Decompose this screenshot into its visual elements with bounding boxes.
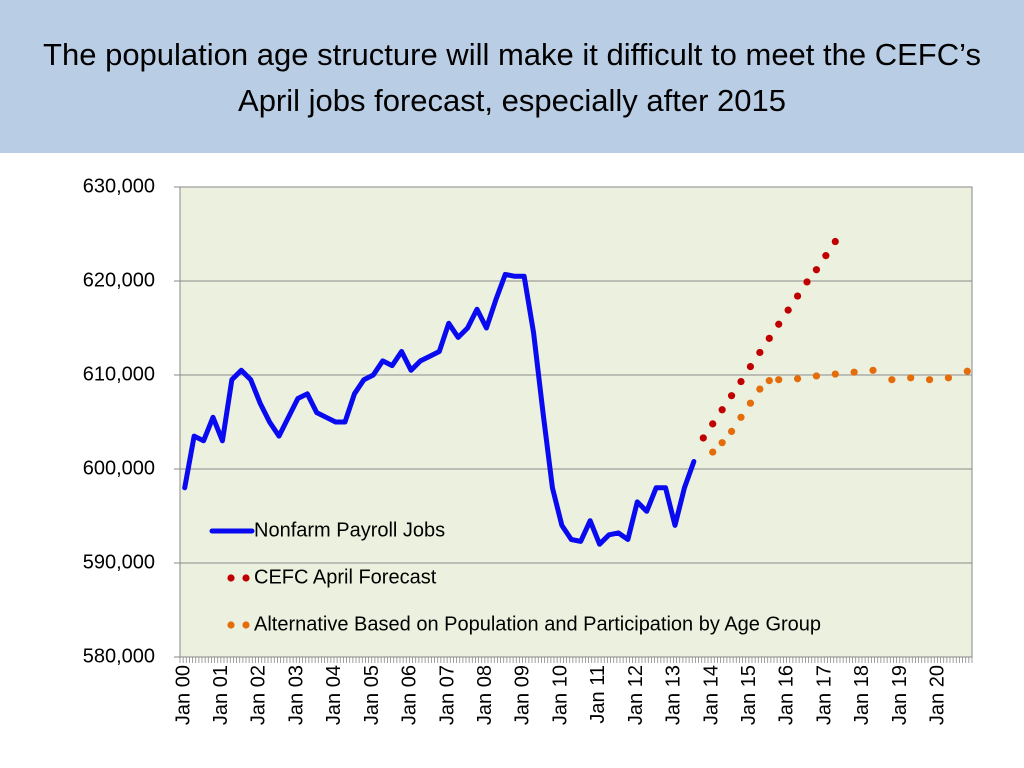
x-tick-label: Jan 09 <box>512 665 534 725</box>
forecast-dot <box>869 366 877 374</box>
forecast-dot <box>746 362 755 371</box>
x-tick-label: Jan 17 <box>813 665 835 725</box>
x-tick-label: Jan 05 <box>361 665 383 725</box>
forecast-dot <box>793 292 802 300</box>
x-tick-label: Jan 12 <box>625 665 647 725</box>
forecast-dot <box>746 399 755 407</box>
forecast-dot <box>784 306 792 314</box>
y-tick-label: 590,000 <box>83 551 155 573</box>
x-tick-label: Jan 14 <box>700 665 722 725</box>
x-tick-label: Jan 08 <box>474 665 496 725</box>
forecast-dot <box>812 372 821 380</box>
forecast-dot <box>709 448 717 456</box>
legend-symbol <box>227 574 235 582</box>
forecast-dot <box>888 376 896 384</box>
forecast-dot <box>765 334 773 342</box>
chart-title: The population age structure will make i… <box>43 37 981 118</box>
legend-label: Nonfarm Payroll Jobs <box>254 519 445 541</box>
forecast-dot <box>775 376 783 384</box>
legend-label: Alternative Based on Population and Part… <box>254 613 821 635</box>
forecast-dot <box>831 370 839 378</box>
data-line <box>182 271 697 547</box>
y-tick-label: 630,000 <box>83 175 155 197</box>
y-tick-label: 600,000 <box>83 457 155 479</box>
legend-label: CEFC April Forecast <box>254 566 437 588</box>
x-tick-label: Jan 02 <box>248 665 270 725</box>
x-tick-label: Jan 13 <box>663 665 685 725</box>
y-tick-label: 620,000 <box>83 269 155 291</box>
title-banner <box>0 0 1024 153</box>
forecast-dot <box>907 374 915 382</box>
x-tick-label: Jan 00 <box>172 665 194 725</box>
x-tick-label: Jan 01 <box>210 665 232 725</box>
forecast-dot <box>963 367 971 375</box>
forecast-dot <box>850 368 858 376</box>
x-tick-label: Jan 16 <box>776 665 798 725</box>
forecast-dot <box>803 278 811 286</box>
x-tick-label: Jan 03 <box>285 665 307 725</box>
forecast-dot <box>822 252 830 260</box>
forecast-dot <box>756 348 764 357</box>
forecast-dot <box>793 375 802 383</box>
forecast-dot <box>775 320 783 328</box>
forecast-dot <box>718 439 726 447</box>
forecast-dot <box>812 266 821 274</box>
forecast-dot <box>925 376 934 384</box>
forecast-dot <box>944 374 953 382</box>
forecast-dot <box>709 420 717 428</box>
forecast-dot <box>831 237 839 246</box>
forecast-dot <box>737 377 745 386</box>
forecast-dot <box>765 377 773 385</box>
forecast-dot <box>727 392 736 400</box>
y-tick-label: 610,000 <box>83 363 155 385</box>
legend-symbol <box>242 574 250 582</box>
forecast-dot <box>727 427 736 435</box>
x-tick-label: Jan 06 <box>399 665 421 725</box>
x-tick-label: Jan 07 <box>436 665 458 725</box>
x-tick-label: Jan 20 <box>927 665 949 725</box>
legend-symbol <box>227 621 235 629</box>
plot-area <box>179 186 973 658</box>
x-tick-label: Jan 10 <box>549 665 571 725</box>
x-tick-label: Jan 18 <box>851 665 873 725</box>
forecast-dot <box>756 385 764 393</box>
x-tick-label: Jan 04 <box>323 665 345 725</box>
forecast-dot <box>699 434 707 442</box>
forecast-dot <box>718 406 726 414</box>
x-tick-label: Jan 15 <box>738 665 760 725</box>
x-tick-label: Jan 19 <box>889 665 911 725</box>
x-tick-label: Jan 11 <box>587 665 609 724</box>
legend-symbol <box>242 621 250 629</box>
y-tick-label: 580,000 <box>83 645 155 667</box>
forecast-dot <box>737 413 745 421</box>
